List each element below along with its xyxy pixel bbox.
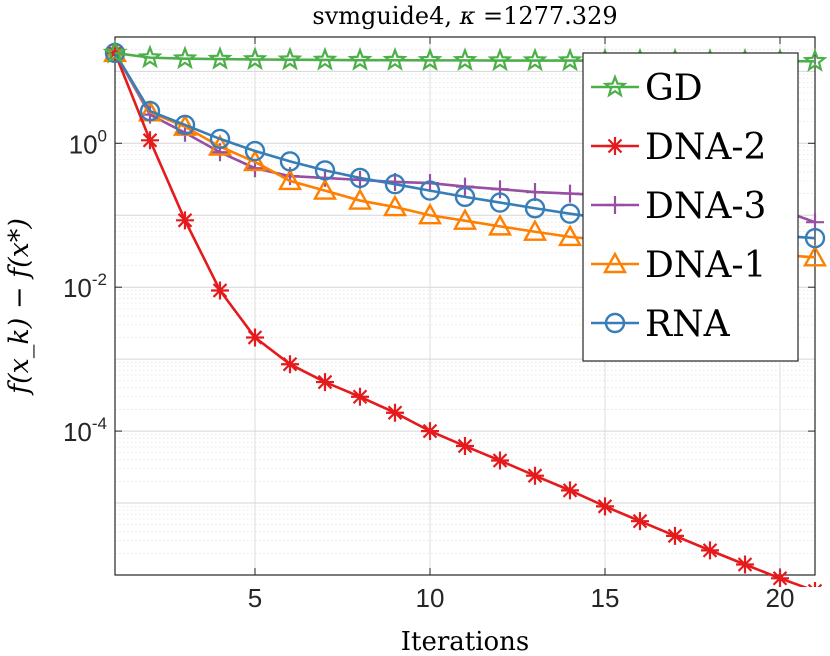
data-point	[312, 46, 338, 71]
data-point	[417, 202, 443, 225]
legend-marker	[604, 312, 626, 334]
data-point	[242, 149, 268, 172]
y-tick-label: 100	[69, 126, 107, 159]
data-point	[242, 46, 268, 71]
data-point	[802, 48, 827, 72]
data-point	[312, 178, 338, 200]
data-point	[279, 151, 301, 172]
data-point	[316, 373, 334, 392]
data-point	[139, 100, 161, 122]
data-point	[277, 46, 303, 71]
legend-item-gd: GD	[591, 68, 703, 109]
data-point	[526, 183, 544, 202]
data-point	[382, 194, 408, 217]
y-tick-label: 10-2	[63, 270, 107, 303]
data-point	[771, 569, 789, 587]
legend-item-dna-3: DNA-3	[591, 186, 766, 227]
legend-marker	[602, 251, 628, 274]
data-point	[349, 167, 371, 189]
data-point	[561, 481, 579, 500]
data-point	[347, 47, 373, 71]
legend-label: RNA	[645, 304, 731, 345]
data-point	[351, 387, 369, 406]
legend-item-dna-1: DNA-1	[591, 245, 766, 286]
data-point	[522, 219, 548, 241]
data-point	[103, 39, 128, 64]
series	[103, 39, 827, 587]
legend-label: DNA-1	[645, 245, 766, 286]
legend-label: GD	[645, 68, 703, 109]
data-point	[314, 160, 336, 181]
data-point	[141, 131, 159, 150]
legend-item-dna-2: DNA-2	[591, 127, 766, 168]
y-tick-label: 10-4	[63, 414, 107, 447]
data-point	[172, 45, 198, 70]
axes-box	[114, 36, 816, 576]
data-point	[176, 211, 194, 230]
legend-marker	[606, 137, 624, 155]
data-point	[802, 244, 827, 267]
data-point	[631, 512, 649, 531]
legend-box	[582, 52, 799, 362]
data-point	[456, 177, 474, 196]
data-point	[174, 114, 196, 136]
data-point	[209, 128, 231, 150]
data-point	[807, 581, 823, 587]
legend-marker	[602, 73, 628, 98]
data-point	[211, 281, 229, 300]
data-point	[804, 227, 826, 249]
x-tick-label: 15	[591, 583, 620, 613]
data-point	[281, 355, 299, 374]
data-point	[522, 47, 548, 72]
data-point	[491, 451, 509, 470]
data-point	[557, 224, 583, 247]
data-point	[452, 47, 478, 72]
data-point	[557, 47, 583, 72]
data-point	[382, 47, 408, 71]
data-point	[487, 213, 513, 236]
data-point	[526, 466, 544, 485]
data-point	[456, 437, 474, 456]
data-point	[596, 497, 614, 516]
data-point	[246, 328, 264, 347]
data-point	[207, 45, 233, 70]
data-point	[487, 47, 513, 72]
chart-title: svmguide4, κ =1277.329	[312, 2, 617, 30]
data-point	[489, 192, 511, 213]
data-point	[384, 173, 406, 195]
legend-label: DNA-2	[645, 127, 766, 168]
legend-marker	[606, 196, 624, 214]
data-point	[277, 168, 303, 191]
data-point	[417, 47, 443, 72]
data-point	[386, 403, 404, 422]
grid	[115, 36, 815, 576]
data-point	[454, 186, 476, 208]
series-dna-2	[106, 43, 823, 587]
y-axis-label: f(x_k) − f(x*)	[4, 218, 35, 396]
data-point	[347, 188, 373, 210]
data-point	[106, 43, 124, 62]
legend-label: DNA-3	[645, 186, 766, 227]
ticks: 5 10 15 20 100 10-2 10-4	[63, 37, 815, 613]
data-point	[561, 184, 579, 203]
data-point	[701, 541, 719, 560]
data-point	[452, 208, 478, 230]
x-tick-label: 10	[416, 583, 445, 613]
data-point	[244, 140, 266, 162]
data-point	[491, 180, 509, 199]
x-axis-label: Iterations	[401, 627, 530, 656]
data-point	[666, 526, 684, 545]
x-tick-label: 5	[248, 583, 262, 613]
legend: GD DNA-2 DNA-3 DNA-1 RNA	[582, 52, 799, 362]
x-tick-label: 20	[766, 583, 795, 613]
data-point	[421, 422, 439, 441]
legend-item-rna: RNA	[591, 304, 731, 345]
data-point	[559, 203, 581, 224]
data-point	[137, 44, 163, 69]
data-point	[419, 180, 441, 201]
data-point	[524, 198, 546, 219]
data-point	[736, 555, 754, 574]
